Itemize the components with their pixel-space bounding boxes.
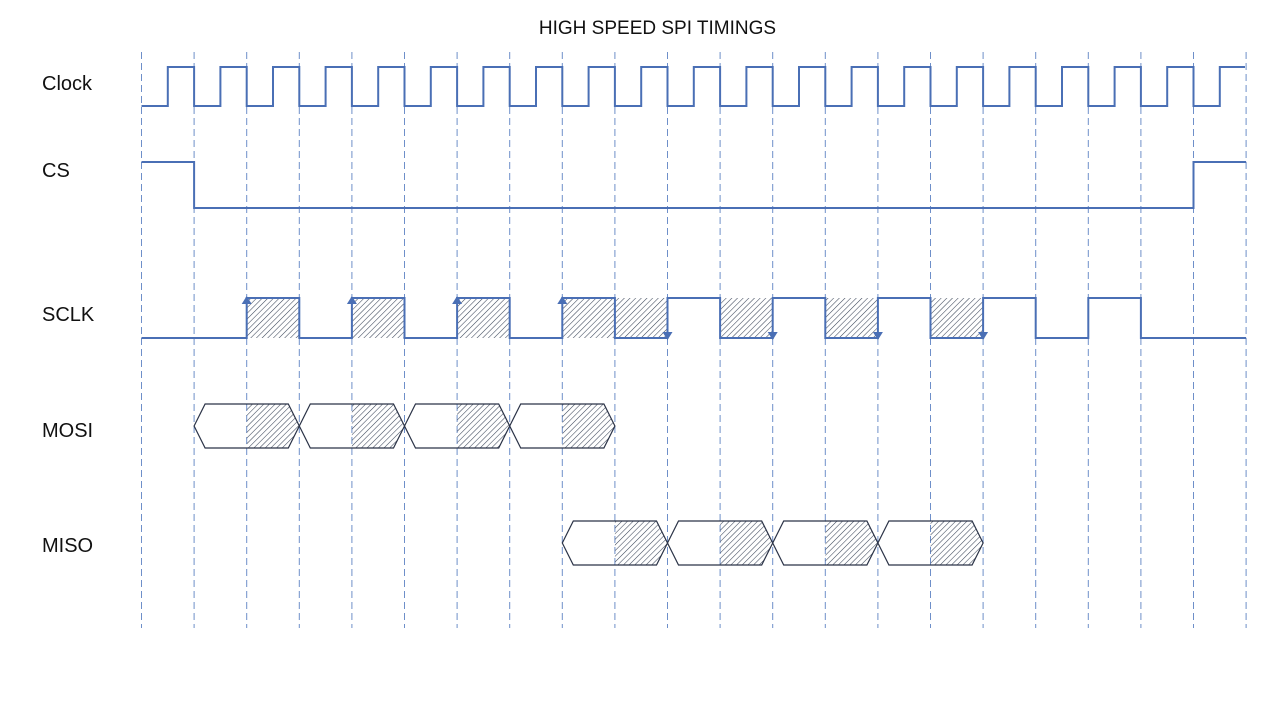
mosi-byte-hatch: [457, 404, 510, 448]
falling-edge-arrow: [978, 332, 989, 340]
gridlines: [141, 52, 1247, 628]
cs-label: CS: [42, 160, 70, 182]
clock-label: Clock: [42, 73, 93, 95]
cs-waveform: [141, 161, 1247, 209]
miso-byte-hatch: [825, 521, 878, 565]
sclk-hatch: [351, 298, 405, 338]
sclk-waveform: [141, 297, 1247, 339]
mosi-label: MOSI: [42, 420, 94, 442]
sclk-hatch: [825, 298, 878, 338]
miso-byte-hatch: [614, 521, 668, 565]
miso-byte: [877, 520, 984, 566]
miso-byte-hatch: [720, 521, 773, 565]
falling-edge-arrow: [662, 332, 673, 340]
data-buses: [193, 403, 984, 566]
sclk-hatch: [930, 298, 984, 338]
falling-edge-arrow: [767, 332, 778, 340]
waveforms: [141, 66, 1247, 340]
sclk-hatch: [246, 298, 300, 338]
sclk-hatch: [457, 298, 510, 338]
falling-edge-arrow: [872, 332, 883, 340]
mosi-byte: [509, 403, 616, 449]
rising-edge-arrow: [557, 296, 568, 304]
sclk-hatch: [614, 298, 668, 338]
sclk-hatch: [720, 298, 773, 338]
diagram-title: HIGH SPEED SPI TIMINGS: [538, 18, 777, 39]
miso-label: MISO: [42, 535, 94, 557]
mosi-byte-hatch: [351, 404, 405, 448]
rising-edge-arrow: [241, 296, 252, 304]
sclk-label: SCLK: [42, 304, 95, 326]
sclk-hatched-regions: [246, 298, 984, 338]
rising-edge-arrow: [452, 296, 463, 304]
mosi-byte-hatch: [246, 404, 300, 448]
rising-edge-arrow: [346, 296, 357, 304]
mosi-byte-hatch: [562, 404, 615, 448]
clock-waveform: [141, 66, 1245, 107]
miso-byte-hatch: [930, 521, 984, 565]
sclk-hatch: [562, 298, 615, 338]
